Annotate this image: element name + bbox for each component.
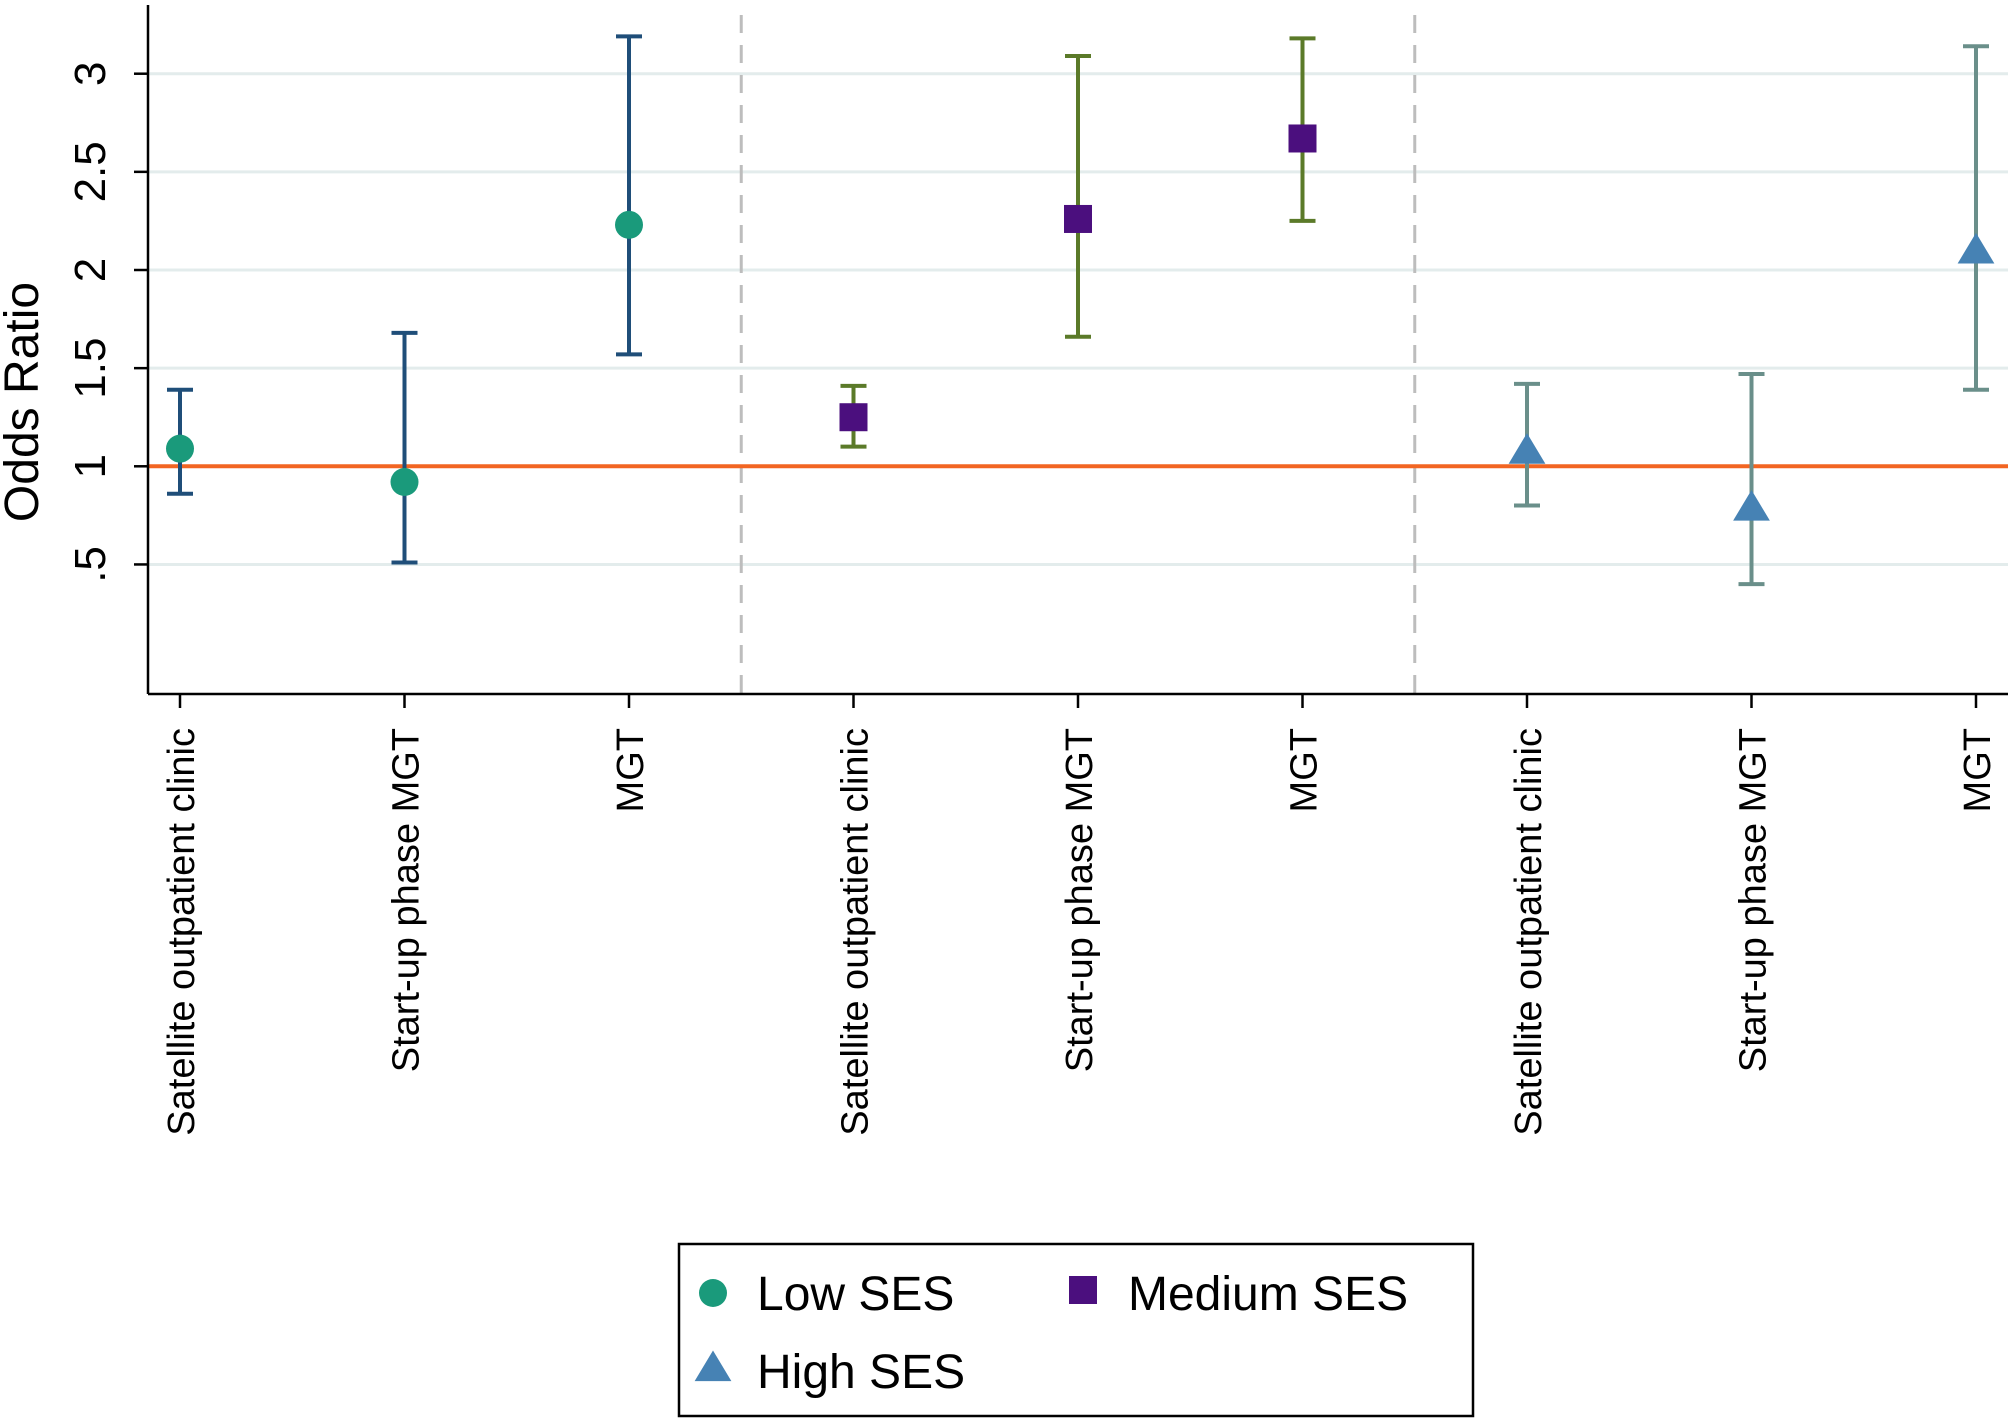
legend: Low SES Medium SES High SES xyxy=(677,1242,1475,1418)
point-estimates xyxy=(166,124,1995,521)
x-tick-label: Start-up phase MGT xyxy=(1733,728,1775,1072)
x-tick-label: Satellite outpatient clinic xyxy=(835,728,877,1136)
y-tick-label: 1.5 xyxy=(66,338,115,399)
confidence-intervals xyxy=(167,34,1989,587)
point-marker-square xyxy=(1064,204,1092,233)
y-axis-label: Odds Ratio xyxy=(0,282,49,522)
legend-box xyxy=(677,1242,1475,1418)
y-tick-label: 1 xyxy=(66,454,115,478)
point-marker-circle xyxy=(166,434,194,463)
group-separators xyxy=(739,15,1417,694)
point-marker-circle xyxy=(390,468,419,496)
y-tick-label: 2 xyxy=(66,258,115,282)
x-tick-label: MGT xyxy=(1284,728,1326,812)
legend-marker-square xyxy=(1069,1276,1097,1304)
x-tick-label: Satellite outpatient clinic xyxy=(1508,728,1550,1136)
point-marker-square xyxy=(839,403,868,432)
legend-marker-triangle xyxy=(694,1350,732,1382)
legend-label: Medium SES xyxy=(1128,1268,1408,1321)
x-tick-label: Start-up phase MGT xyxy=(386,728,428,1072)
legend-label: Low SES xyxy=(757,1268,954,1321)
point-marker-triangle xyxy=(1508,433,1546,464)
x-tick-label: Satellite outpatient clinic xyxy=(161,728,203,1136)
y-ticks: .5 1 1.5 2 2.5 3 xyxy=(66,61,148,583)
x-tick-label: MGT xyxy=(1957,728,1999,812)
legend-label: High SES xyxy=(757,1346,965,1399)
point-marker-triangle xyxy=(1957,232,1995,264)
y-tick-label: 2.5 xyxy=(66,141,115,202)
y-tick-label: .5 xyxy=(66,546,115,583)
legend-marker-circle xyxy=(699,1279,727,1307)
point-marker-square xyxy=(1288,124,1317,153)
x-tick-label: Start-up phase MGT xyxy=(1059,728,1101,1072)
x-tick-label: MGT xyxy=(610,728,652,812)
point-marker-triangle xyxy=(1733,490,1770,521)
y-tick-label: 3 xyxy=(66,61,115,85)
x-ticks: Satellite outpatient clinic Start-up phas… xyxy=(161,694,1999,1136)
point-marker-circle xyxy=(615,210,643,239)
